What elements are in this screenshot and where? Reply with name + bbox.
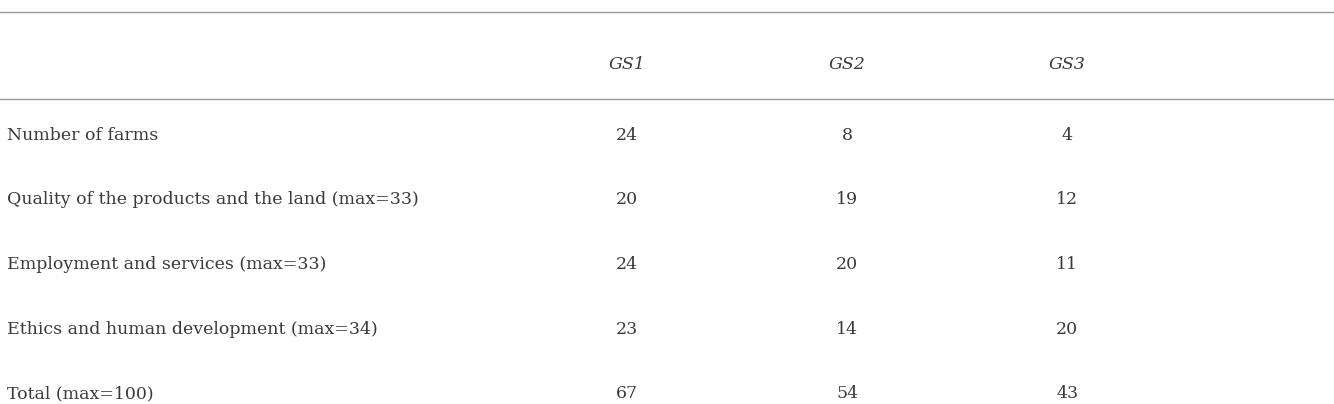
Text: Total (max=100): Total (max=100): [7, 385, 153, 402]
Text: GS3: GS3: [1049, 56, 1086, 73]
Text: 23: 23: [616, 321, 638, 338]
Text: Number of farms: Number of farms: [7, 127, 157, 144]
Text: 4: 4: [1062, 127, 1073, 144]
Text: 54: 54: [836, 385, 858, 402]
Text: 14: 14: [836, 321, 858, 338]
Text: 67: 67: [616, 385, 638, 402]
Text: Ethics and human development (max=34): Ethics and human development (max=34): [7, 321, 378, 338]
Text: GS2: GS2: [828, 56, 866, 73]
Text: 43: 43: [1057, 385, 1078, 402]
Text: 20: 20: [1057, 321, 1078, 338]
Text: 12: 12: [1057, 191, 1078, 208]
Text: 24: 24: [616, 127, 638, 144]
Text: 24: 24: [616, 256, 638, 273]
Text: 11: 11: [1057, 256, 1078, 273]
Text: 19: 19: [836, 191, 858, 208]
Text: Quality of the products and the land (max=33): Quality of the products and the land (ma…: [7, 191, 419, 208]
Text: Employment and services (max=33): Employment and services (max=33): [7, 256, 325, 273]
Text: 20: 20: [836, 256, 858, 273]
Text: 20: 20: [616, 191, 638, 208]
Text: GS1: GS1: [608, 56, 646, 73]
Text: 8: 8: [842, 127, 852, 144]
